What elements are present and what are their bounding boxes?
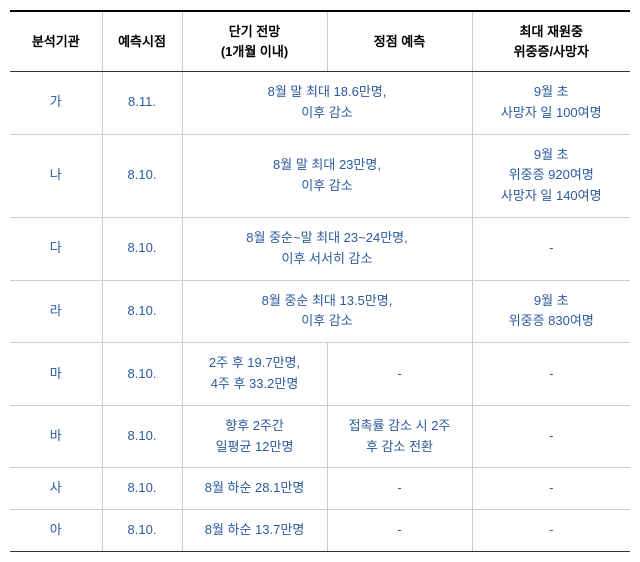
cell-max: 9월 초위중증 830여명 — [472, 280, 630, 343]
cell-time: 8.10. — [102, 343, 182, 406]
cell-peak: 접촉률 감소 시 2주후 감소 전환 — [327, 405, 472, 468]
header-org: 분석기관 — [10, 11, 102, 72]
cell-max: - — [472, 510, 630, 552]
cell-short: 향후 2주간일평균 12만명 — [182, 405, 327, 468]
cell-peak: - — [327, 510, 472, 552]
header-peak: 정점 예측 — [327, 11, 472, 72]
cell-merged-forecast: 8월 말 최대 18.6만명,이후 감소 — [182, 72, 472, 135]
cell-merged-forecast: 8월 말 최대 23만명,이후 감소 — [182, 134, 472, 217]
cell-max: - — [472, 468, 630, 510]
cell-max: - — [472, 217, 630, 280]
cell-time: 8.10. — [102, 134, 182, 217]
cell-merged-forecast: 8월 중순 최대 13.5만명,이후 감소 — [182, 280, 472, 343]
cell-time: 8.10. — [102, 405, 182, 468]
cell-org: 다 — [10, 217, 102, 280]
table-row: 바 8.10. 향후 2주간일평균 12만명 접촉률 감소 시 2주후 감소 전… — [10, 405, 630, 468]
table-row: 라 8.10. 8월 중순 최대 13.5만명,이후 감소 9월 초위중증 83… — [10, 280, 630, 343]
cell-org: 바 — [10, 405, 102, 468]
cell-max: 9월 초위중증 920여명사망자 일 140여명 — [472, 134, 630, 217]
cell-peak: - — [327, 343, 472, 406]
cell-org: 마 — [10, 343, 102, 406]
cell-peak: - — [327, 468, 472, 510]
table-header: 분석기관 예측시점 단기 전망(1개월 이내) 정점 예측 최대 재원중위중증/… — [10, 11, 630, 72]
cell-short: 8월 하순 28.1만명 — [182, 468, 327, 510]
table-row: 가 8.11. 8월 말 최대 18.6만명,이후 감소 9월 초사망자 일 1… — [10, 72, 630, 135]
cell-merged-forecast: 8월 중순~말 최대 23~24만명,이후 서서히 감소 — [182, 217, 472, 280]
table-row: 마 8.10. 2주 후 19.7만명,4주 후 33.2만명 - - — [10, 343, 630, 406]
cell-max: 9월 초사망자 일 100여명 — [472, 72, 630, 135]
cell-time: 8.10. — [102, 280, 182, 343]
table-body: 가 8.11. 8월 말 최대 18.6만명,이후 감소 9월 초사망자 일 1… — [10, 72, 630, 552]
cell-short: 2주 후 19.7만명,4주 후 33.2만명 — [182, 343, 327, 406]
cell-org: 나 — [10, 134, 102, 217]
cell-short: 8월 하순 13.7만명 — [182, 510, 327, 552]
table-row: 나 8.10. 8월 말 최대 23만명,이후 감소 9월 초위중증 920여명… — [10, 134, 630, 217]
cell-time: 8.11. — [102, 72, 182, 135]
cell-org: 라 — [10, 280, 102, 343]
table-row: 사 8.10. 8월 하순 28.1만명 - - — [10, 468, 630, 510]
header-time: 예측시점 — [102, 11, 182, 72]
cell-time: 8.10. — [102, 468, 182, 510]
cell-time: 8.10. — [102, 510, 182, 552]
table-row: 아 8.10. 8월 하순 13.7만명 - - — [10, 510, 630, 552]
cell-org: 아 — [10, 510, 102, 552]
table-row: 다 8.10. 8월 중순~말 최대 23~24만명,이후 서서히 감소 - — [10, 217, 630, 280]
header-max: 최대 재원중위중증/사망자 — [472, 11, 630, 72]
cell-org: 사 — [10, 468, 102, 510]
header-short: 단기 전망(1개월 이내) — [182, 11, 327, 72]
cell-time: 8.10. — [102, 217, 182, 280]
cell-max: - — [472, 405, 630, 468]
cell-org: 가 — [10, 72, 102, 135]
forecast-table: 분석기관 예측시점 단기 전망(1개월 이내) 정점 예측 최대 재원중위중증/… — [10, 10, 630, 552]
cell-max: - — [472, 343, 630, 406]
